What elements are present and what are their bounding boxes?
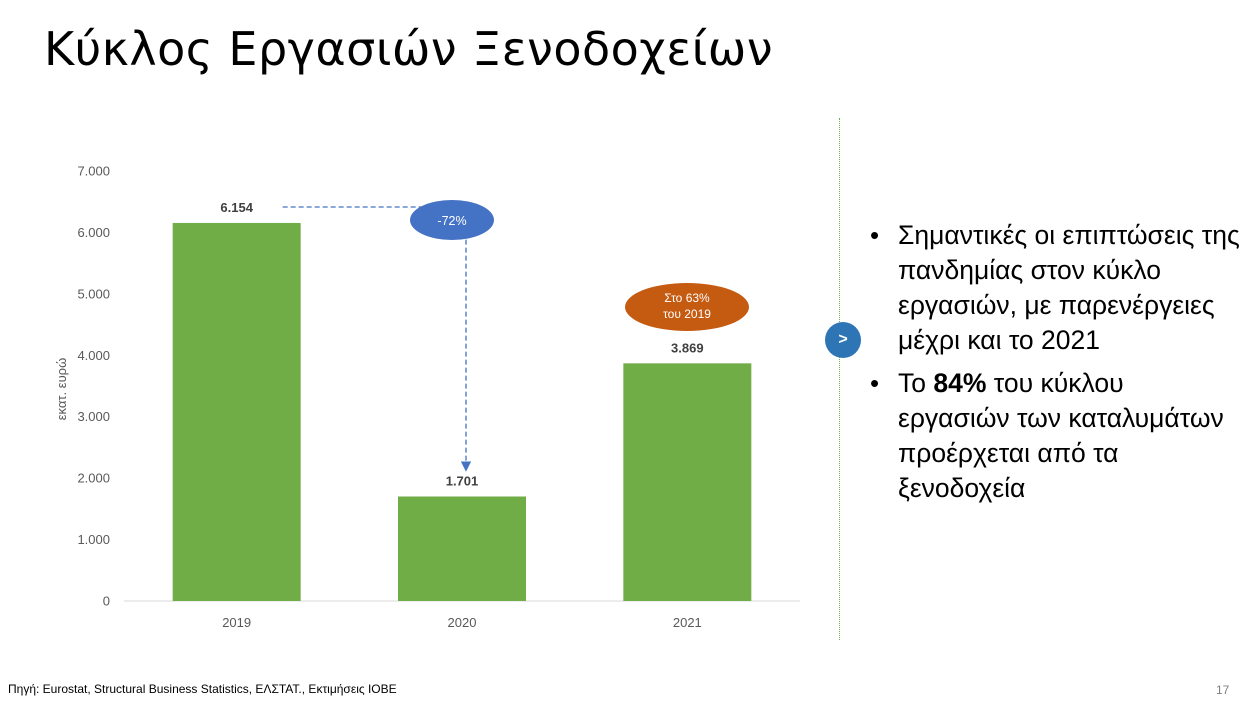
recovery-ellipse — [625, 283, 749, 331]
recovery-label-line2: του 2019 — [663, 307, 711, 321]
bullet-text: Σημαντικές οι επιπτώσεις της πανδημίας σ… — [898, 220, 1240, 355]
chevron-right-icon: > — [825, 322, 861, 358]
slide-title: Κύκλος Εργασιών Ξενοδοχείων — [44, 22, 774, 76]
decline-annotation: -72% — [410, 200, 494, 240]
y-tick-label: 5.000 — [77, 286, 110, 301]
bar-2021 — [623, 363, 752, 601]
x-tick-label: 2020 — [448, 615, 477, 630]
bar-value-label: 3.869 — [671, 340, 704, 355]
x-tick-label: 2021 — [673, 615, 702, 630]
recovery-label-line1: Στο 63% — [664, 291, 710, 305]
y-tick-label: 4.000 — [77, 348, 110, 363]
decline-arrow — [282, 206, 472, 472]
y-tick-label: 7.000 — [77, 164, 110, 179]
bullet-list: Σημαντικές οι επιπτώσεις της πανδημίας σ… — [870, 218, 1242, 514]
bullet-text-pre: Το — [898, 368, 934, 398]
y-tick-label: 1.000 — [77, 532, 110, 547]
source-note: Πηγή: Eurostat, Structural Business Stat… — [8, 682, 397, 696]
bar-value-label: 1.701 — [446, 474, 479, 489]
y-tick-label: 0 — [103, 594, 110, 609]
x-tick-label: 2019 — [222, 615, 251, 630]
bar-chart: 0 1.000 2.000 3.000 4.000 5.000 6.000 7.000 εκα… — [54, 164, 800, 630]
recovery-annotation: Στο 63% του 2019 — [625, 283, 749, 331]
bullet-highlight: 84% — [933, 368, 987, 398]
bullet-text-post: του κύκλου εργασιών των καταλυμάτων προέ… — [898, 368, 1224, 503]
y-axis-label: εκατ. ευρώ — [54, 358, 69, 420]
bar-2019 — [172, 222, 301, 601]
y-tick-label: 3.000 — [77, 409, 110, 424]
y-tick-label: 6.000 — [77, 225, 110, 240]
decline-percent-label: -72% — [437, 214, 466, 228]
bullet-item: Σημαντικές οι επιπτώσεις της πανδημίας σ… — [870, 218, 1242, 358]
y-tick-label: 2.000 — [77, 471, 110, 486]
bar-value-label: 6.154 — [220, 200, 253, 215]
vertical-divider — [839, 118, 840, 640]
decline-ellipse — [410, 200, 494, 240]
bullet-item: Το 84% του κύκλου εργασιών των καταλυμάτ… — [870, 366, 1242, 506]
bar-2020 — [398, 496, 526, 601]
page-number: 17 — [1216, 683, 1230, 697]
